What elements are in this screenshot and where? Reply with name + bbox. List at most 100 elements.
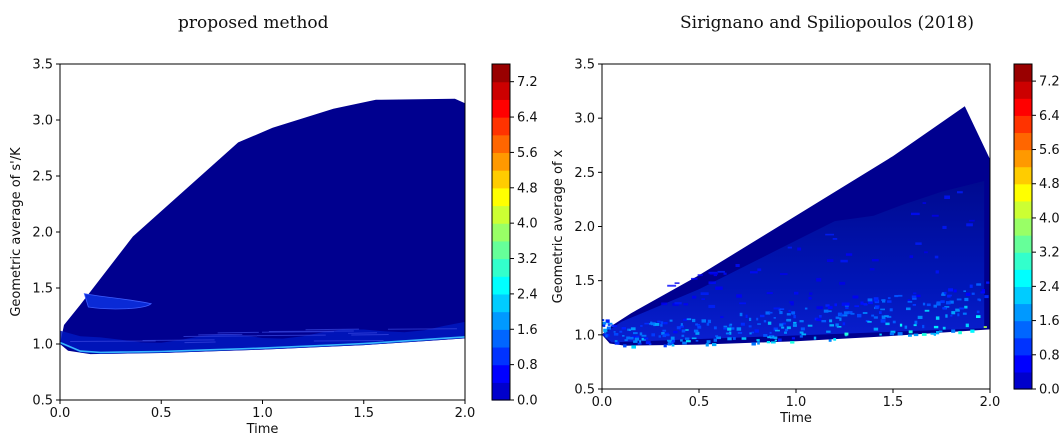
x-axis-label: Time — [246, 422, 279, 437]
contour-speckle — [769, 311, 773, 314]
contour-speckle — [962, 312, 967, 315]
contour-speckle — [784, 328, 789, 332]
colorbar-tick-label: 6.4 — [1039, 109, 1060, 124]
contour-patch — [713, 274, 717, 277]
contour-patch — [766, 292, 773, 295]
contour-speckle — [745, 314, 748, 318]
contour-patch — [909, 255, 914, 258]
contour-speckle — [693, 329, 699, 333]
contour-speckle — [773, 336, 778, 339]
contour-speckle — [645, 341, 651, 345]
y-tick-label: 3.5 — [32, 58, 53, 73]
contour-speckle — [696, 324, 701, 327]
contour-patch — [922, 202, 927, 204]
colorbar-level — [1014, 115, 1032, 134]
contour-patch — [715, 286, 723, 290]
contour-patch — [969, 219, 975, 222]
contour-speckle — [971, 292, 975, 295]
contour-speckle — [792, 311, 796, 315]
contour-speckle — [729, 327, 735, 330]
y-tick-label: 2.0 — [574, 220, 595, 235]
contour-speckle — [633, 340, 638, 343]
contour-speckle — [602, 323, 606, 327]
contour-patch — [683, 303, 689, 306]
contour-speckle — [791, 337, 795, 340]
x-tick-label: 0.5 — [689, 395, 710, 410]
contour-speckle — [662, 334, 666, 338]
contour-speckle — [612, 325, 617, 327]
contour-streak — [70, 340, 156, 343]
contour-patch — [794, 291, 799, 295]
contour-speckle — [881, 315, 886, 319]
contour-speckle — [944, 291, 947, 295]
colorbar-level — [1014, 320, 1032, 339]
colorbar-tick-label: 4.0 — [1039, 211, 1060, 226]
contour-patch — [739, 302, 746, 305]
colorbar-level — [492, 346, 510, 366]
colorbar-tick-label: 6.4 — [517, 111, 538, 126]
contour-speckle — [860, 301, 864, 305]
contour-speckle — [847, 311, 853, 315]
contour-speckle — [908, 330, 913, 334]
contour-patch — [816, 306, 823, 310]
contour-speckle — [786, 313, 791, 316]
contour-speckle — [759, 314, 765, 318]
contour-streak — [305, 328, 359, 331]
contour-speckle — [889, 332, 895, 336]
colorbar-level — [1014, 354, 1032, 373]
contour-speckle — [713, 338, 717, 342]
colorbar-level — [492, 223, 510, 242]
contour-speckle — [749, 317, 752, 321]
contour-speckle — [827, 310, 832, 313]
contour-speckle — [741, 337, 747, 340]
contour-speckle — [664, 332, 669, 336]
contour-speckle — [908, 334, 912, 337]
contour-speckle — [623, 344, 627, 348]
colorbar-level — [492, 258, 510, 277]
contour-speckle — [661, 332, 665, 335]
contour-speckle — [941, 292, 947, 295]
contour-speckle — [695, 323, 698, 326]
contour-speckle — [942, 307, 947, 310]
contour-speckle — [942, 326, 946, 330]
contour-patch — [840, 259, 848, 263]
contour-speckle — [695, 340, 699, 342]
contour-patch — [667, 284, 677, 287]
contour-speckle — [843, 311, 849, 315]
contour-speckle — [912, 297, 917, 300]
contour-speckle — [941, 293, 946, 296]
contour-speckle — [963, 290, 966, 292]
contour-speckle — [980, 291, 985, 294]
contour-speckle — [800, 327, 805, 331]
contour-speckle — [827, 306, 833, 309]
contour-speckle — [712, 343, 717, 347]
contour-patch — [708, 281, 716, 284]
contour-patch — [809, 292, 813, 295]
contour-patch — [692, 295, 697, 299]
contour-patch — [944, 195, 950, 199]
contour-speckle — [921, 333, 927, 336]
contour-patch — [697, 274, 703, 277]
contour-speckle — [716, 336, 721, 340]
contour-speckle — [606, 326, 611, 330]
contour-speckle — [613, 331, 616, 333]
contour-streak — [256, 334, 326, 337]
colorbar-tick-label: 2.4 — [1039, 280, 1060, 295]
contour-speckle — [669, 319, 673, 322]
y-tick-label: 1.0 — [32, 338, 53, 353]
contour-speckle — [965, 323, 969, 328]
contour-speckle — [692, 318, 696, 323]
contour-speckle — [911, 295, 917, 298]
contour-speckle — [904, 325, 908, 329]
colorbar-level — [1014, 217, 1032, 236]
contour-speckle — [786, 326, 791, 330]
colorbar-level — [1014, 286, 1032, 305]
contour-speckle — [685, 329, 689, 331]
contour-speckle — [727, 327, 732, 331]
contour-speckle — [957, 313, 960, 317]
contour-speckle — [879, 333, 882, 336]
contour-speckle — [799, 320, 804, 323]
colorbar-level — [492, 311, 510, 330]
contour-speckle — [788, 309, 791, 312]
colorbar-level — [1014, 81, 1032, 99]
